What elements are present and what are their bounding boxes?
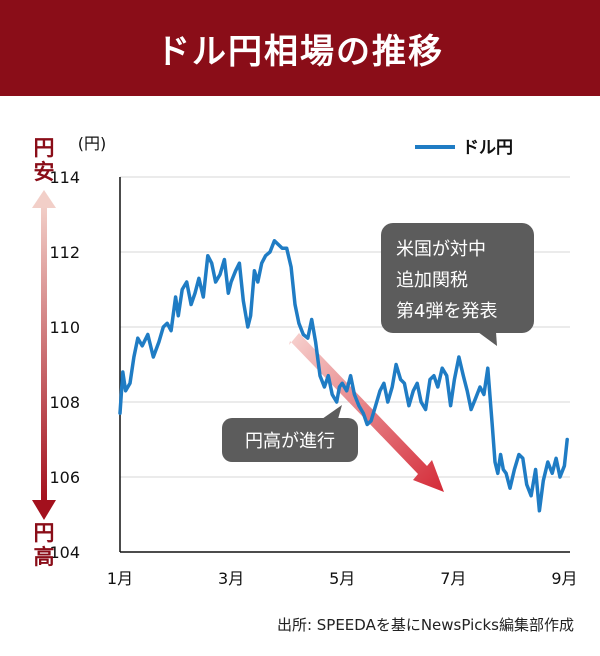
x-tick-label: 9月 xyxy=(551,569,577,588)
x-tick-label: 5月 xyxy=(329,569,355,588)
callout-pointer xyxy=(322,405,342,419)
y-tick-label: 104 xyxy=(49,543,80,562)
side-arrow-shaft xyxy=(41,205,47,503)
side-label-top-char: 安 xyxy=(34,160,55,184)
callout-text-line: 円高が進行 xyxy=(245,431,335,452)
y-tick-label: 112 xyxy=(49,243,80,262)
side-label-bottom-char: 円 xyxy=(34,521,55,545)
y-tick-label: 114 xyxy=(49,168,80,187)
callout-box xyxy=(222,418,358,462)
chart-title: ドル円相場の推移 xyxy=(156,31,444,72)
y-tick-label: 108 xyxy=(49,393,80,412)
callout-box xyxy=(381,223,534,333)
callout-text-line: 追加関税 xyxy=(396,270,468,291)
side-label-top-char: 円 xyxy=(34,136,55,160)
side-label-bottom-char: 高 xyxy=(34,545,55,569)
y-unit-label: (円) xyxy=(78,134,107,153)
trend-arrow xyxy=(289,333,444,492)
x-tick-label: 3月 xyxy=(218,569,244,588)
source-note: 出所: SPEEDAを基にNewsPicks編集部作成 xyxy=(276,616,574,634)
side-arrow-up-head xyxy=(32,190,56,208)
x-tick-label: 7月 xyxy=(440,569,466,588)
callout-pointer xyxy=(478,332,497,346)
series-line-usd-jpy xyxy=(118,239,569,513)
y-tick-label: 106 xyxy=(49,468,80,487)
x-tick-label: 1月 xyxy=(107,569,133,588)
y-tick-label: 110 xyxy=(49,318,80,337)
callout-text-line: 第4弾を発表 xyxy=(396,301,497,322)
legend-label: ドル円 xyxy=(462,138,513,158)
callout-text-line: 米国が対中 xyxy=(396,239,486,260)
title-banner: ドル円相場の推移 xyxy=(0,0,600,96)
side-arrow-down-head xyxy=(32,500,56,520)
